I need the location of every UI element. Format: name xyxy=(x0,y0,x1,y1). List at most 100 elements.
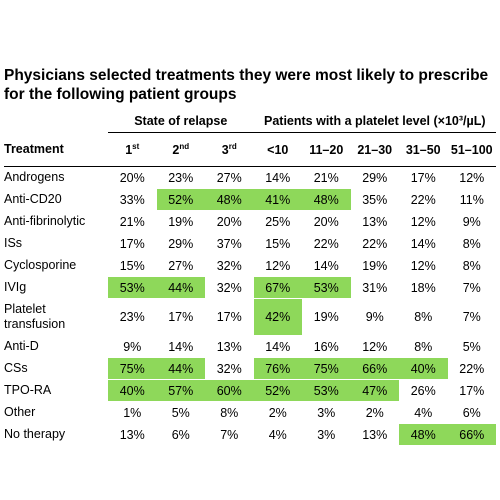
table-cell: 48% xyxy=(205,188,254,211)
table-cell: 76% xyxy=(253,357,302,380)
table-cell: 33% xyxy=(108,188,157,211)
table-body: Androgens 20% 23% 27% 14% 21% 29% 17% 12% Anti-CD… xyxy=(4,166,497,446)
group-header-platelet-level: Patients with a platelet level (×10³/µL) xyxy=(253,110,497,133)
table-cell: 5% xyxy=(447,335,497,358)
row-label: No therapy xyxy=(4,423,108,446)
column-header-text: <10 xyxy=(267,142,289,157)
row-label: IVIg xyxy=(4,276,108,299)
table-cell: 31% xyxy=(350,276,399,299)
table-cell: 14% xyxy=(399,232,448,255)
table-cell: 67% xyxy=(253,276,302,299)
table-cell: 35% xyxy=(350,188,399,211)
row-label: CSs xyxy=(4,357,108,380)
table-cell: 12% xyxy=(253,254,302,277)
table-cell: 5% xyxy=(156,401,205,424)
table-row: Anti-D 9% 14% 13% 14% 16% 12% 8% 5% xyxy=(4,335,497,358)
table-cell: 25% xyxy=(253,210,302,233)
table-cell: 40% xyxy=(108,379,157,402)
table-cell: 41% xyxy=(253,188,302,211)
table-cell: 32% xyxy=(205,276,254,299)
table-cell: 48% xyxy=(399,423,448,446)
treatment-table: State of relapse Patients with a platele… xyxy=(4,110,497,446)
row-label: Anti-D xyxy=(4,335,108,358)
table-row: Cyclosporine 15% 27% 32% 12% 14% 19% 12% 8% xyxy=(4,254,497,277)
column-header-text: 2 xyxy=(172,142,180,157)
table-cell: 20% xyxy=(205,210,254,233)
column-header-row: Treatment 1st 2nd 3rd <10 11–20 21–30 31… xyxy=(4,132,497,167)
table-cell: 22% xyxy=(399,188,448,211)
table-cell: 11% xyxy=(447,188,497,211)
table-cell: 13% xyxy=(108,423,157,446)
table-cell: 22% xyxy=(350,232,399,255)
table-cell: 13% xyxy=(350,423,399,446)
table-row: ISs 17% 29% 37% 15% 22% 22% 14% 8% xyxy=(4,232,497,255)
group-header-state-of-relapse: State of relapse xyxy=(108,110,254,133)
table-cell: 23% xyxy=(156,166,205,189)
table-cell: 40% xyxy=(399,357,448,380)
table-row: TPO-RA 40% 57% 60% 52% 53% 47% 26% 17% xyxy=(4,379,497,402)
table-cell: 12% xyxy=(350,335,399,358)
table-row: Other 1% 5% 8% 2% 3% 2% 4% 6% xyxy=(4,401,497,424)
row-label: Other xyxy=(4,401,108,424)
table-cell: 6% xyxy=(447,401,497,424)
table-cell: 21% xyxy=(302,166,351,189)
table-cell: 15% xyxy=(108,254,157,277)
table-cell: 8% xyxy=(399,298,448,336)
table-cell: 27% xyxy=(156,254,205,277)
table-cell: 52% xyxy=(156,188,205,211)
row-label: Anti-fibrinolytic xyxy=(4,210,108,233)
table-cell: 53% xyxy=(108,276,157,299)
table-cell: 15% xyxy=(253,232,302,255)
table-cell: 14% xyxy=(302,254,351,277)
group-header-row: State of relapse Patients with a platele… xyxy=(4,110,497,133)
table-cell: 6% xyxy=(156,423,205,446)
table-cell: 53% xyxy=(302,276,351,299)
table-cell: 3% xyxy=(302,401,351,424)
table-cell: 32% xyxy=(205,357,254,380)
table-cell: 26% xyxy=(399,379,448,402)
table-cell: 13% xyxy=(205,335,254,358)
column-header: 2nd xyxy=(156,132,205,167)
column-header-text: 1 xyxy=(125,142,133,157)
table-cell: 7% xyxy=(447,298,497,336)
table-cell: 29% xyxy=(156,232,205,255)
column-header: 11–20 xyxy=(302,132,351,167)
column-header-sup: rd xyxy=(228,141,237,151)
table-cell: 2% xyxy=(253,401,302,424)
table-row: No therapy 13% 6% 7% 4% 3% 13% 48% 66% xyxy=(4,423,497,446)
table-cell: 18% xyxy=(399,276,448,299)
table-cell: 53% xyxy=(302,379,351,402)
table-cell: 14% xyxy=(156,335,205,358)
group-header-spacer xyxy=(4,110,108,133)
table-cell: 9% xyxy=(108,335,157,358)
table-cell: 14% xyxy=(253,166,302,189)
row-header-label: Treatment xyxy=(4,132,108,167)
column-header-text: 3 xyxy=(221,142,229,157)
table-cell: 13% xyxy=(350,210,399,233)
column-header-text: 21–30 xyxy=(357,142,393,157)
column-header-sup: nd xyxy=(179,141,190,151)
table-cell: 20% xyxy=(302,210,351,233)
table-cell: 32% xyxy=(205,254,254,277)
table-cell: 14% xyxy=(253,335,302,358)
table-cell: 7% xyxy=(447,276,497,299)
column-header-text: 11–20 xyxy=(309,142,344,157)
table-cell: 66% xyxy=(447,423,497,446)
table-cell: 12% xyxy=(447,166,497,189)
table-title: Physicians selected treatments they were… xyxy=(4,67,489,103)
table-row: Anti-CD20 33% 52% 48% 41% 48% 35% 22% 11% xyxy=(4,188,497,211)
table-row: Androgens 20% 23% 27% 14% 21% 29% 17% 12% xyxy=(4,166,497,189)
row-label: TPO-RA xyxy=(4,379,108,402)
table-cell: 23% xyxy=(108,298,157,336)
row-label: Platelet transfusion xyxy=(4,298,108,336)
table-row: IVIg 53% 44% 32% 67% 53% 31% 18% 7% xyxy=(4,276,497,299)
table-cell: 1% xyxy=(108,401,157,424)
table-cell: 8% xyxy=(205,401,254,424)
table-cell: 42% xyxy=(253,298,302,336)
column-header: 51–100 xyxy=(447,132,497,167)
table-cell: 17% xyxy=(205,298,254,336)
table-cell: 16% xyxy=(302,335,351,358)
table-cell: 17% xyxy=(447,379,497,402)
table-cell: 19% xyxy=(350,254,399,277)
table-cell: 17% xyxy=(156,298,205,336)
